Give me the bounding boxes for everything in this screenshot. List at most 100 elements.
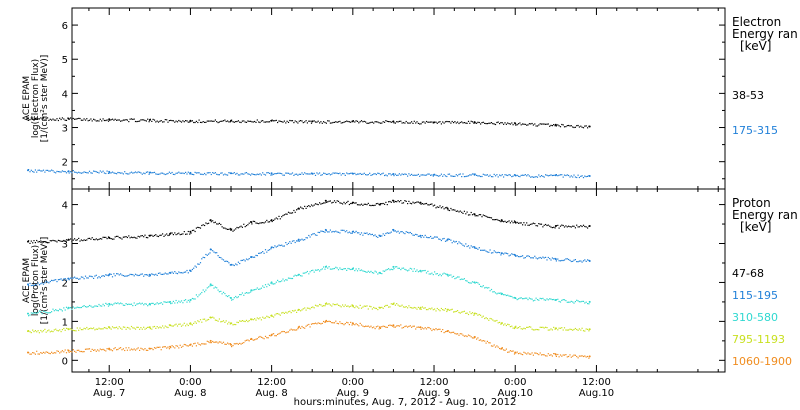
data-point [362, 325, 364, 327]
data-point [536, 329, 539, 331]
data-point [218, 174, 220, 176]
data-point [291, 172, 294, 174]
data-point [419, 123, 421, 125]
data-point [485, 174, 487, 176]
data-point [251, 173, 253, 175]
data-point [450, 175, 452, 177]
data-point [38, 332, 40, 334]
data-point [504, 294, 506, 296]
data-point [151, 302, 153, 304]
data-point [588, 355, 591, 358]
data-point [201, 291, 203, 294]
data-point [348, 203, 350, 206]
data-point [139, 302, 141, 304]
data-point [335, 230, 337, 232]
data-point [266, 172, 268, 174]
data-point [228, 343, 230, 345]
data-point [400, 174, 402, 176]
data-point [486, 287, 488, 289]
data-point [166, 326, 168, 328]
data-point [57, 330, 59, 332]
data-point [185, 325, 187, 327]
data-point [342, 122, 344, 124]
data-point [411, 121, 413, 123]
data-point [27, 169, 29, 172]
data-point [149, 304, 151, 306]
data-point [120, 237, 122, 239]
data-point [514, 351, 517, 354]
data-point [553, 174, 555, 176]
data-point [124, 326, 126, 328]
data-point [436, 122, 438, 124]
data-point [113, 327, 115, 329]
data-point [285, 213, 287, 215]
data-point [386, 304, 388, 306]
data-point [542, 297, 544, 299]
data-point [321, 305, 323, 307]
data-point [467, 245, 470, 247]
data-point [172, 272, 174, 274]
series-points [27, 265, 591, 317]
data-point [524, 123, 526, 125]
data-point [301, 207, 303, 209]
data-point [320, 304, 322, 306]
data-point [462, 311, 464, 313]
y-tick-label: 1 [62, 317, 68, 328]
data-point [101, 349, 103, 351]
data-point [321, 174, 323, 176]
plot-frame [71, 7, 726, 190]
data-point [235, 324, 237, 326]
data-point [440, 123, 442, 125]
data-point [145, 274, 147, 276]
data-point [463, 122, 465, 124]
data-point [283, 120, 285, 122]
data-point [227, 120, 229, 122]
data-point [282, 311, 284, 314]
data-point [108, 302, 111, 305]
data-point [95, 238, 97, 240]
data-point [323, 172, 325, 174]
legend-title: Energy ran [732, 208, 798, 222]
data-point [91, 120, 93, 122]
data-point [461, 243, 463, 245]
data-point [587, 303, 589, 305]
y-tick-label: 0 [62, 356, 68, 367]
data-point [423, 236, 425, 238]
data-point [331, 231, 333, 233]
data-point [463, 335, 465, 337]
data-point [29, 282, 31, 284]
data-point [332, 322, 334, 324]
data-point [385, 232, 387, 235]
data-point [465, 312, 467, 314]
data-point [351, 232, 353, 234]
data-point [297, 326, 300, 329]
data-point [97, 305, 99, 307]
data-point [166, 273, 168, 275]
data-point [99, 305, 101, 307]
data-point [48, 352, 50, 354]
data-point [297, 122, 299, 124]
data-point [340, 122, 342, 124]
data-point [98, 238, 100, 240]
data-point [344, 121, 346, 123]
data-point [297, 328, 299, 330]
data-point [430, 174, 432, 176]
data-point [36, 171, 38, 173]
data-point [392, 199, 395, 202]
data-point [125, 172, 127, 175]
data-point [260, 336, 262, 338]
data-point [373, 204, 375, 207]
data-point [561, 299, 563, 301]
data-point [33, 171, 35, 173]
data-point [563, 354, 566, 356]
data-point [163, 121, 165, 123]
data-point [64, 349, 66, 351]
data-point [262, 120, 264, 122]
data-point [385, 304, 387, 307]
data-point [482, 249, 484, 251]
data-point [343, 121, 345, 123]
x-tick-label: 0:00 [342, 377, 364, 388]
data-point [584, 330, 586, 332]
data-point [409, 174, 411, 176]
data-point [228, 262, 230, 264]
